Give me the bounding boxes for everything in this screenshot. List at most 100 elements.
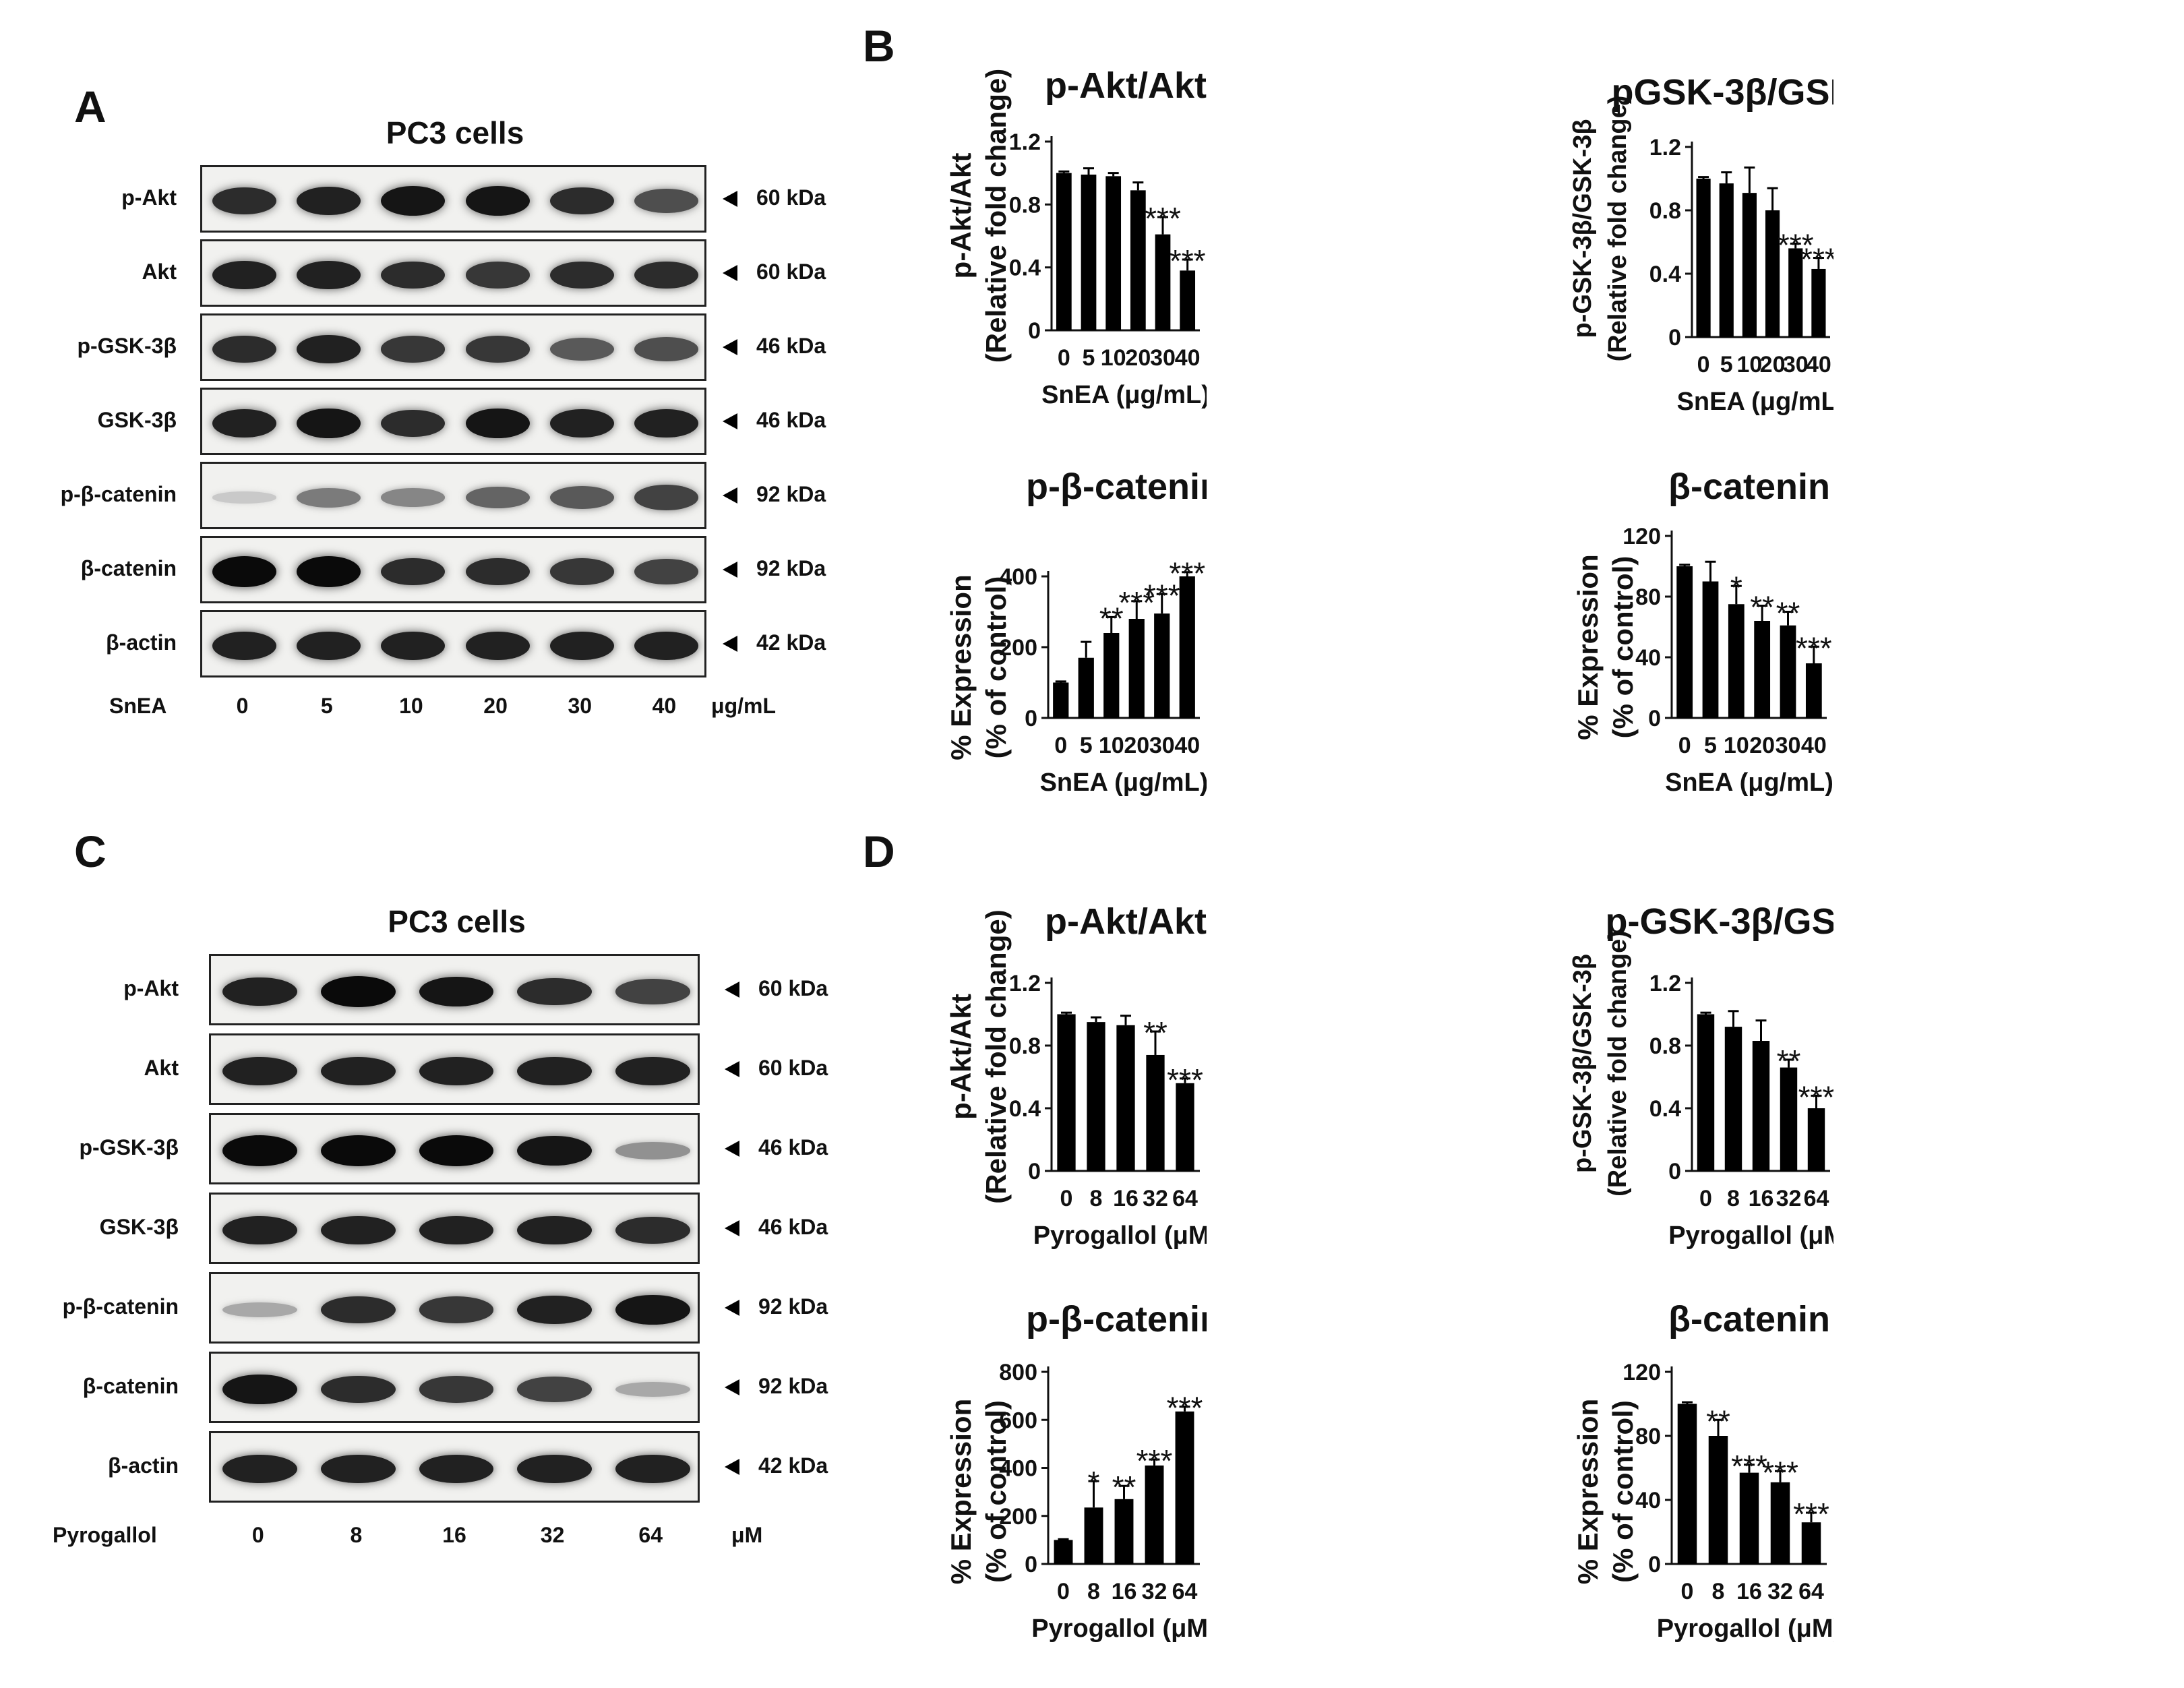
- bar-chart-b-pgsk3b: pGSK-3β/GSK-3β p-GSK-3β/GSK-3β(Relative f…: [1569, 72, 1833, 416]
- bar: [1128, 619, 1145, 718]
- protein-band: [222, 1374, 298, 1405]
- blot-row-strip: [200, 239, 706, 307]
- concentration-label: 8: [350, 1523, 363, 1547]
- bar: [1130, 190, 1146, 330]
- molecular-weight-label: 46 kDa: [756, 334, 826, 358]
- x-tick-label: 0: [1681, 1579, 1694, 1604]
- bar: [1084, 1507, 1103, 1564]
- protein-band: [634, 631, 698, 661]
- chart-title: p-β-catenin: [1026, 1299, 1207, 1339]
- blot-row-label: p-Akt: [121, 185, 177, 210]
- molecular-weight-label: 42 kDa: [756, 630, 826, 655]
- treatment-label: Pyrogallol: [53, 1523, 157, 1547]
- arrow-marker: [723, 487, 737, 504]
- concentration-label: 16: [442, 1523, 466, 1547]
- y-tick-label: 0: [1648, 1552, 1661, 1577]
- x-tick-label: 10: [1737, 352, 1763, 378]
- concentration-label: 32: [540, 1523, 565, 1547]
- protein-band: [321, 1454, 396, 1484]
- blot-row-strip: [200, 388, 706, 455]
- y-axis-label: (% of control): [980, 576, 1012, 759]
- protein-band: [615, 1142, 690, 1159]
- y-tick-label: 0.4: [1649, 1096, 1681, 1122]
- x-tick-label: 0: [1054, 733, 1067, 758]
- bar: [1754, 621, 1771, 718]
- concentration-label: 0: [236, 694, 249, 718]
- protein-band: [212, 260, 277, 290]
- y-tick-label: 120: [1622, 1360, 1661, 1385]
- protein-band: [212, 491, 277, 504]
- concentration-label: 30: [568, 694, 593, 718]
- blot-row-label: GSK-3β: [99, 1215, 179, 1239]
- y-tick-label: 1.2: [1649, 135, 1681, 160]
- protein-band: [222, 1302, 298, 1318]
- protein-band: [381, 631, 446, 661]
- significance-marker: ***: [1145, 201, 1181, 236]
- protein-band: [517, 977, 592, 1006]
- y-axis-label: (% of control): [1607, 1400, 1639, 1583]
- bar: [1676, 566, 1693, 718]
- protein-band: [297, 487, 361, 508]
- x-tick-label: 10: [1101, 345, 1126, 371]
- bar: [1154, 613, 1170, 718]
- significance-marker: ***: [1170, 243, 1206, 278]
- x-tick-label: 0: [1057, 1579, 1070, 1604]
- y-tick-label: 0.4: [1009, 255, 1041, 281]
- protein-band: [419, 976, 494, 1007]
- x-tick-label: 10: [1724, 733, 1749, 758]
- protein-band: [419, 1056, 494, 1086]
- significance-marker: ***: [1762, 1455, 1798, 1490]
- concentration-label: 64: [638, 1523, 663, 1547]
- x-tick-label: 20: [1125, 345, 1151, 371]
- x-tick-label: 30: [1150, 345, 1176, 371]
- x-tick-label: 30: [1776, 733, 1801, 758]
- protein-band: [465, 557, 530, 586]
- bar: [1146, 1054, 1165, 1171]
- bar: [1677, 1404, 1697, 1564]
- protein-band: [634, 409, 698, 438]
- x-tick-label: 8: [1087, 1579, 1100, 1604]
- blot-row-strip: [200, 313, 706, 381]
- protein-band: [615, 1381, 690, 1397]
- x-tick-label: 16: [1749, 1186, 1774, 1211]
- y-axis-label: (Relative fold change): [1604, 96, 1632, 362]
- bar: [1176, 1083, 1194, 1171]
- protein-band: [222, 1215, 298, 1245]
- blot-row-strip: [200, 165, 706, 233]
- protein-band: [634, 337, 698, 361]
- x-tick-label: 40: [1174, 733, 1200, 758]
- significance-marker: ***: [1167, 1391, 1203, 1426]
- arrow-marker: [723, 413, 737, 429]
- protein-band: [549, 558, 614, 585]
- y-tick-label: 0: [1668, 325, 1681, 351]
- y-tick-label: 0: [1668, 1159, 1681, 1184]
- significance-marker: ***: [1798, 1079, 1833, 1114]
- x-tick-label: 20: [1760, 352, 1786, 378]
- x-tick-label: 40: [1175, 345, 1201, 371]
- chart-title: p-Akt/Akt: [1045, 901, 1207, 942]
- bar-chart-b-bcatenin: β-catenin % Expression (% of control) 0 40 80…: [1572, 466, 1833, 797]
- x-tick-label: 30: [1783, 352, 1809, 378]
- protein-band: [517, 1295, 592, 1325]
- x-tick-label: 64: [1172, 1579, 1198, 1604]
- blot-row-strip: [200, 536, 706, 603]
- y-axis-label: p-GSK-3β/GSK-3β: [1569, 119, 1597, 338]
- significance-marker: **: [1776, 596, 1800, 631]
- x-axis-label: SnEA (μg/mL): [1665, 768, 1833, 797]
- significance-marker: ***: [1118, 585, 1155, 620]
- protein-band: [419, 1296, 494, 1323]
- concentration-label: 5: [320, 694, 333, 718]
- bar: [1078, 657, 1094, 718]
- arrow-marker: [725, 1141, 739, 1157]
- x-axis-label: Pyrogallol (μM): [1657, 1615, 1833, 1643]
- protein-band: [615, 1454, 690, 1484]
- bar-chart-b-pbcatenin: p-β-catenin % Expression (% of control) 0 20…: [945, 466, 1207, 797]
- protein-band: [465, 631, 530, 661]
- x-axis-label: Pyrogallol (μM): [1031, 1615, 1207, 1643]
- molecular-weight-label: 60 kDa: [756, 185, 826, 210]
- bar: [1179, 576, 1195, 718]
- molecular-weight-label: 46 kDa: [758, 1135, 828, 1159]
- protein-band: [297, 260, 361, 290]
- x-tick-label: 16: [1113, 1186, 1139, 1211]
- significance-marker: **: [1750, 590, 1774, 625]
